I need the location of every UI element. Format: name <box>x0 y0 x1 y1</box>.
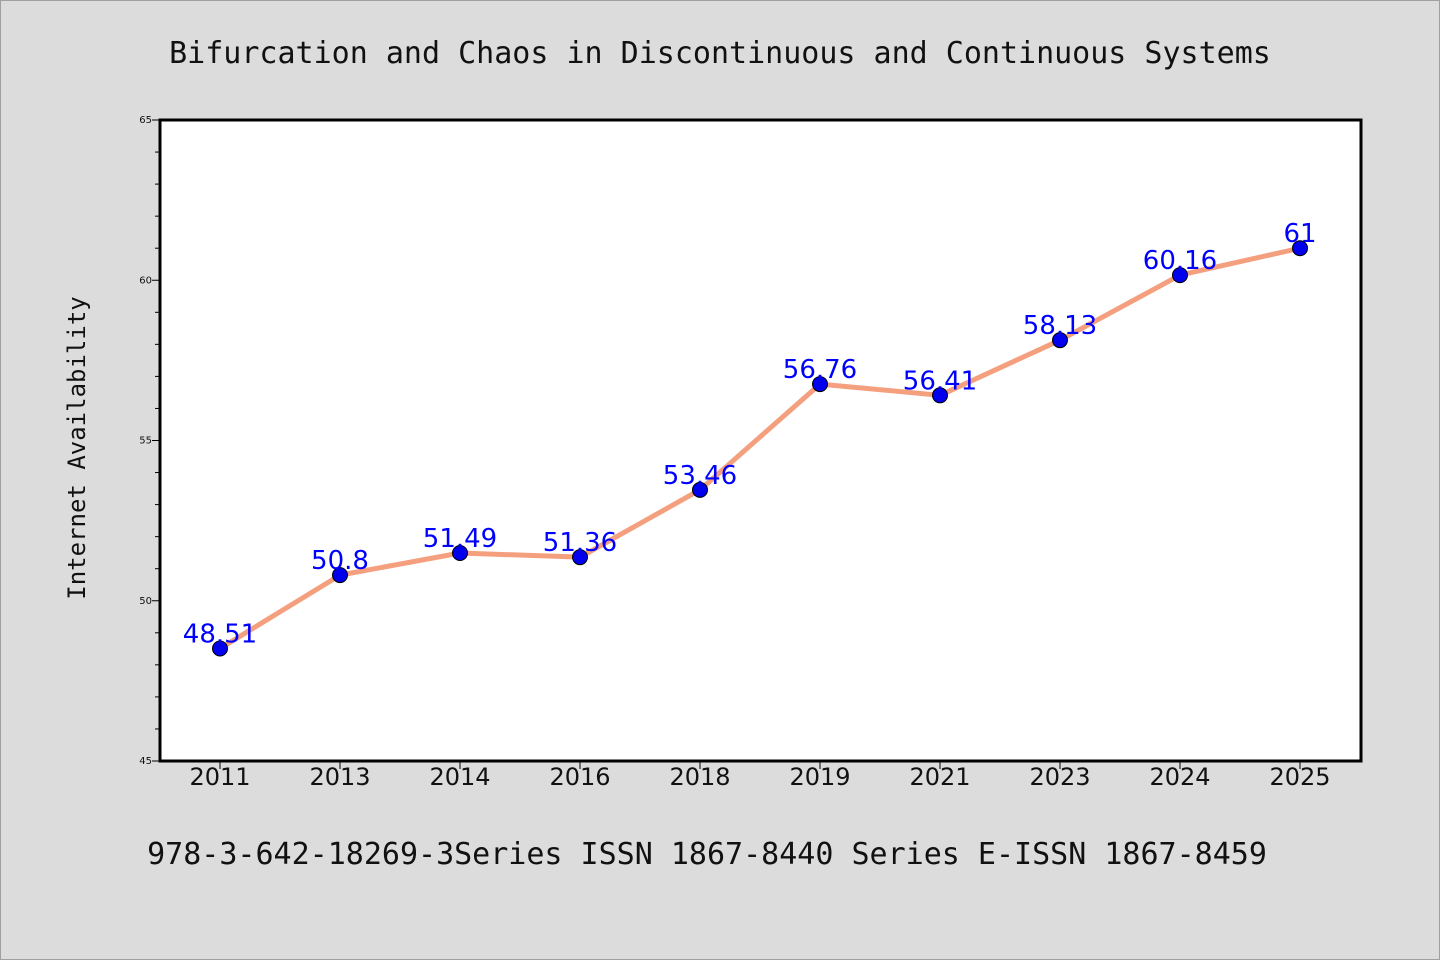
y-tick-label: 55 <box>139 436 152 447</box>
y-axis: 45 50 55 60 65 <box>139 115 160 767</box>
data-point <box>212 640 228 657</box>
x-tick-label: 2018 <box>669 763 730 791</box>
data-point <box>812 376 828 393</box>
data-label: 48.51 <box>183 620 257 650</box>
data-point <box>1292 240 1308 257</box>
data-point <box>332 567 348 584</box>
data-label: 56.41 <box>903 366 977 396</box>
data-point <box>932 387 948 404</box>
y-axis-label: Internet Availability <box>63 296 91 599</box>
x-axis: 2011 2013 2014 2016 2018 2019 2021 2023 2024 2025 <box>189 761 1331 791</box>
x-tick-label: 2023 <box>1029 763 1090 791</box>
y-tick-label: 65 <box>139 115 152 126</box>
data-points <box>212 240 1308 657</box>
footer-isbn: 978-3-642-18269-3Series ISSN 1867-8440 S… <box>147 837 1267 872</box>
data-point <box>1052 332 1068 349</box>
x-tick-label: 2024 <box>1149 763 1210 791</box>
data-labels: 48.51 50.8 51.49 51.36 53.46 56.76 56.41 58.13 6… <box>183 219 1317 649</box>
data-label: 50.8 <box>311 546 369 576</box>
data-label: 53.46 <box>663 461 737 491</box>
x-tick-label: 2016 <box>549 763 610 791</box>
y-tick-label: 50 <box>139 596 152 607</box>
data-point <box>692 481 708 498</box>
x-tick-label: 2013 <box>309 763 370 791</box>
y-tick-label: 45 <box>139 756 152 767</box>
x-tick-label: 2021 <box>909 763 970 791</box>
series-line <box>217 245 1303 652</box>
x-tick-label: 2014 <box>429 763 490 791</box>
x-tick-label: 2011 <box>189 763 250 791</box>
data-label: 51.36 <box>543 528 617 558</box>
data-point <box>572 549 588 566</box>
x-tick-label: 2025 <box>1269 763 1330 791</box>
x-tick-label: 2019 <box>789 763 850 791</box>
data-label: 58.13 <box>1023 311 1097 341</box>
plot-area <box>158 118 1363 763</box>
data-label: 56.76 <box>783 355 857 385</box>
data-label: 60.16 <box>1143 246 1217 276</box>
data-point <box>1172 267 1188 284</box>
data-label: 61 <box>1283 219 1316 249</box>
series-polyline <box>217 245 1303 652</box>
data-label: 51.49 <box>423 524 497 554</box>
chart-title: Bifurcation and Chaos in Discontinuous a… <box>169 36 1271 71</box>
y-tick-label: 60 <box>139 275 152 286</box>
data-point <box>452 544 468 561</box>
